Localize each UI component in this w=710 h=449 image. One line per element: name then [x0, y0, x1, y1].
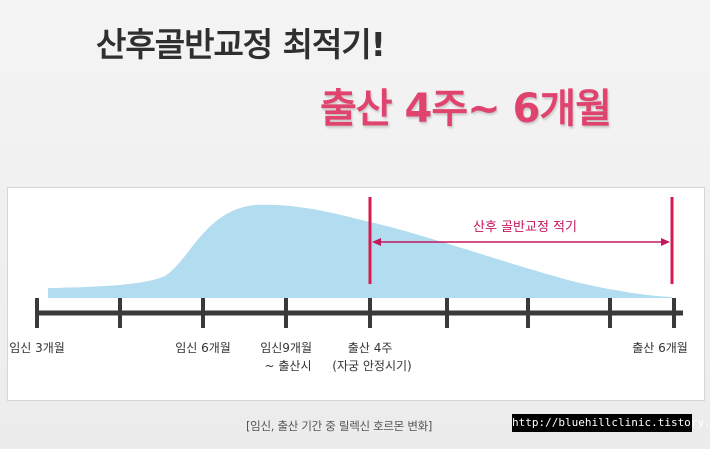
axis-ticks [35, 298, 676, 328]
timeline-label-postpartum-6-months: 출산 6개월 [632, 341, 688, 355]
arrow-head-left-icon [372, 238, 381, 246]
timeline-label-pregnancy-9-months-to-birth: 임신9개월 ~ 출산시 [260, 341, 316, 373]
optimal-period-label: 산후 골반교정 적기 [473, 220, 577, 235]
timeline-label-pregnancy-6-months: 임신 6개월 [175, 341, 231, 355]
relaxin-hormone-curve [48, 204, 672, 298]
page-title: 산후골반교정 최적기! [96, 25, 386, 64]
watermark: http://bluehillclinic.tistory.com [512, 414, 710, 432]
diagram-caption: [임신, 출산 기간 중 릴렉신 호르몬 변화] [246, 419, 433, 433]
arrow-head-right-icon [661, 238, 670, 246]
timeline-label-pregnancy-3-months: 임신 3개월 [9, 341, 65, 355]
page-subtitle: 출산 4주~ 6개월 [320, 86, 612, 132]
timeline-label-postpartum-4-weeks: 출산 4주 (자궁 안정시기) [332, 341, 411, 373]
